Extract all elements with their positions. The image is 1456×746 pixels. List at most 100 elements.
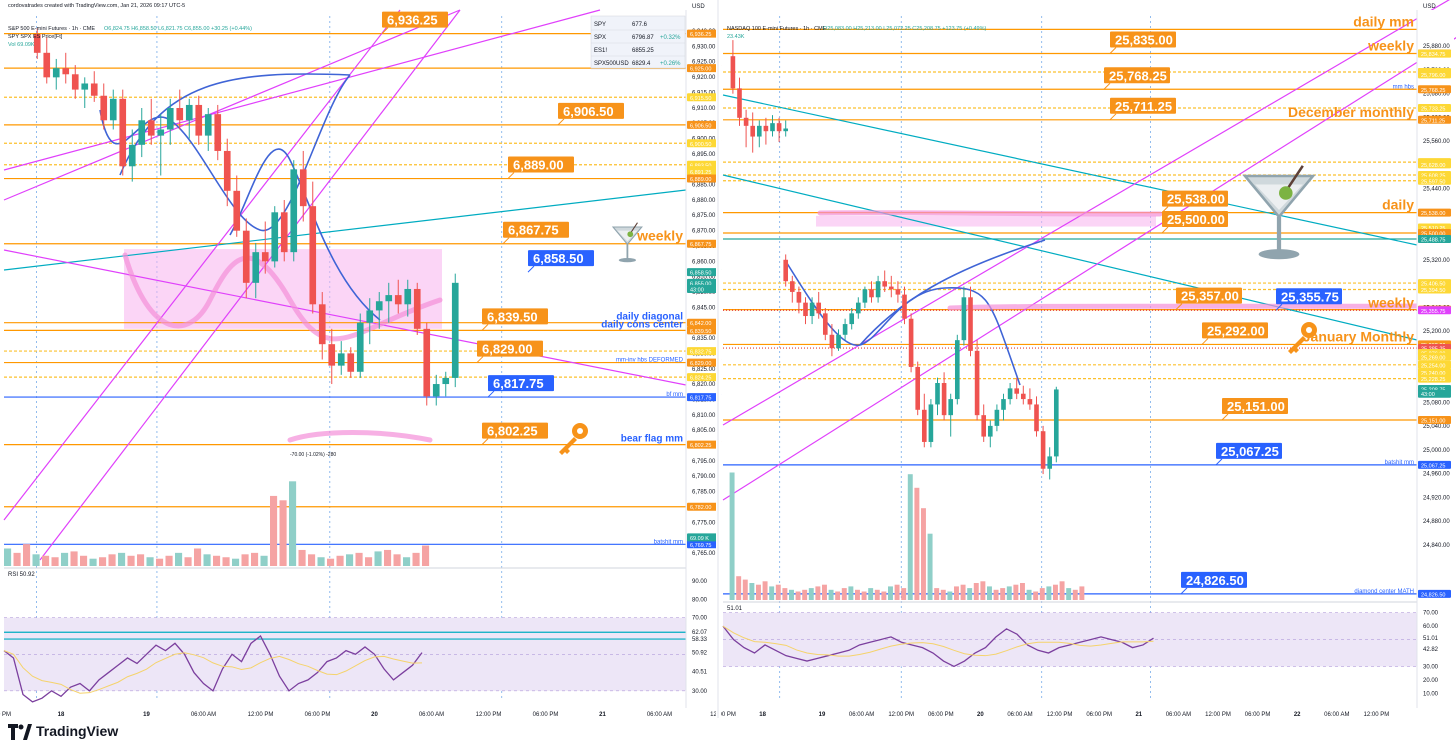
x-tick-label: 21 bbox=[1135, 712, 1142, 718]
candle-body bbox=[921, 409, 927, 442]
price-callout bbox=[508, 156, 574, 173]
martini-glass-icon bbox=[1242, 165, 1316, 260]
y-tick-label: 6,860.00 bbox=[692, 259, 716, 265]
x-tick-label: 12:00 PM bbox=[476, 712, 502, 718]
axis-price-badge bbox=[1418, 228, 1451, 237]
price-callout-text: 25,538.00 bbox=[1167, 192, 1225, 207]
axis-price-badge-text: 25,067.25 bbox=[1421, 463, 1445, 469]
volume-bar bbox=[279, 500, 287, 566]
axis-price-badge bbox=[1418, 208, 1451, 217]
candle-body bbox=[423, 328, 431, 397]
watchlist-widget: SPY 677.6 SPX 6796.87 +0.32% ES1! 6855.25 SPX50… bbox=[590, 15, 686, 70]
rsi-tick-label: 80.00 bbox=[692, 597, 708, 603]
watchlist-symbol: SPX500USD bbox=[594, 61, 629, 67]
ohlc-readout: O6,824.75 H6,858.50 L6,821.75 C6,855.00 … bbox=[104, 26, 252, 32]
volume-readout: Vol 69.09K bbox=[8, 42, 35, 48]
volume-bar bbox=[855, 589, 860, 600]
y-tick-label: 6,930.00 bbox=[692, 44, 716, 50]
axis-price-badge-text: 6,891.25 bbox=[690, 170, 711, 176]
candle-body bbox=[908, 318, 914, 367]
y-tick-label: 25,200.00 bbox=[1423, 329, 1450, 335]
axis-price-badge-text: 6,900.50 bbox=[690, 142, 711, 148]
volume-bar bbox=[298, 549, 306, 566]
candle-body bbox=[442, 377, 450, 385]
x-tick-label: 06:00 AM bbox=[1324, 712, 1349, 718]
callout-pointer bbox=[1109, 113, 1117, 121]
watchlist-price: 6855.25 bbox=[632, 48, 654, 54]
volume-bar bbox=[203, 554, 211, 566]
y-tick-label: 25,040.00 bbox=[1423, 424, 1450, 430]
price-callout-text: 6,906.50 bbox=[563, 104, 614, 119]
axis-price-badge bbox=[687, 318, 721, 327]
volume-bar bbox=[232, 558, 240, 566]
trendline bbox=[3, 9, 601, 171]
measure-label: -70.00 (-1.02%) -280 bbox=[290, 452, 336, 458]
candle-body bbox=[954, 340, 960, 400]
callout-pointer bbox=[1215, 458, 1223, 466]
y-tick-label: 6,925.00 bbox=[692, 60, 716, 66]
martini-olive bbox=[1279, 186, 1293, 200]
volume-bar bbox=[815, 586, 821, 600]
y-tick-label: 25,680.00 bbox=[1423, 92, 1450, 98]
price-callout-text: 6,802.25 bbox=[487, 424, 538, 439]
x-tick-label: 06:00 AM bbox=[647, 712, 672, 718]
candle-body bbox=[166, 108, 174, 130]
key-hole bbox=[577, 428, 583, 434]
candle-body bbox=[968, 297, 973, 351]
candle-body bbox=[1027, 399, 1033, 405]
candle-body bbox=[128, 144, 136, 167]
volume-bar bbox=[987, 586, 992, 600]
price-callout bbox=[528, 250, 594, 267]
x-tick-label: 18 bbox=[58, 712, 65, 718]
y-tick-label: 6,805.00 bbox=[692, 428, 716, 434]
watchlist-price: 677.6 bbox=[632, 22, 648, 28]
x-tick-label: 06:00 AM bbox=[849, 712, 874, 718]
candle-body bbox=[366, 310, 374, 323]
volume-bar bbox=[260, 555, 268, 566]
price-callout bbox=[382, 11, 448, 28]
volume-bar bbox=[289, 481, 297, 566]
price-callout bbox=[1162, 210, 1228, 227]
rsi-band bbox=[4, 617, 686, 691]
axis-price-badge bbox=[1418, 352, 1451, 361]
trendline bbox=[722, 0, 1450, 426]
key-shaft bbox=[1288, 336, 1306, 354]
volume-bar bbox=[769, 586, 775, 600]
callout-pointer bbox=[476, 356, 484, 363]
axis-price-badge bbox=[687, 29, 721, 38]
volume-bar bbox=[403, 557, 411, 566]
price-callout-text: 6,817.75 bbox=[493, 376, 544, 391]
x-tick-label: 0 PM bbox=[0, 712, 11, 718]
volume-bar bbox=[848, 586, 854, 600]
rsi-tick-label: 20.00 bbox=[1423, 678, 1439, 684]
volume-bar bbox=[888, 586, 893, 600]
volume-bar bbox=[1039, 588, 1045, 600]
candle-body bbox=[309, 206, 317, 305]
volume-bar bbox=[13, 552, 21, 566]
axis-price-badge-text: 6,906.50 bbox=[690, 123, 711, 129]
candle-body bbox=[895, 289, 901, 295]
trendline bbox=[722, 37, 1456, 501]
y-tick-label: 25,880.00 bbox=[1423, 44, 1450, 50]
price-callout bbox=[488, 375, 554, 392]
candle-body bbox=[385, 295, 393, 302]
axis-price-badge-text: 6,802.25 bbox=[690, 443, 711, 449]
axis-price-badge-text: 25,538.00 bbox=[1421, 211, 1445, 217]
candle-body bbox=[816, 302, 822, 314]
axis-price-badge bbox=[687, 278, 721, 287]
volume-bar bbox=[960, 584, 966, 600]
price-callout-text: 6,829.00 bbox=[482, 342, 533, 357]
axis-price-badge bbox=[687, 326, 721, 335]
y-tick-label: 6,885.00 bbox=[692, 183, 716, 189]
axis-price-badge bbox=[1418, 104, 1451, 113]
martini-base bbox=[618, 257, 637, 263]
drawn-curve bbox=[229, 148, 381, 321]
axis-price-badge-text: 25,500.00 bbox=[1421, 231, 1445, 237]
callout-pointer bbox=[1109, 47, 1117, 54]
volume-bar bbox=[1059, 581, 1065, 600]
volume-bar bbox=[412, 552, 420, 566]
x-tick-label: 20 bbox=[371, 712, 378, 718]
axis-price-badge bbox=[687, 268, 721, 277]
candle-body bbox=[987, 425, 993, 437]
annotation-scribble bbox=[947, 303, 1423, 311]
